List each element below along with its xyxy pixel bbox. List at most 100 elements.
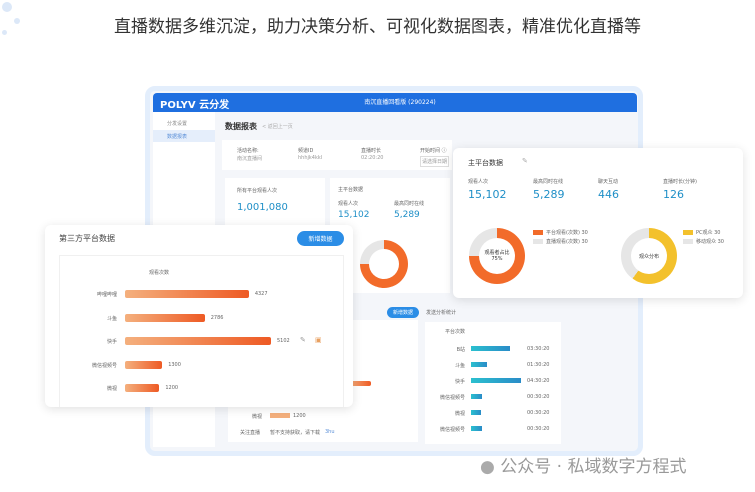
stat-value: 446 [598,188,619,201]
time-chart-card: 平台次数 B站 03:30:20 斗鱼 01:30:20 快手 04:30:20 微信视频号… [425,322,561,444]
info-label: 活动名称: [237,148,259,154]
time-bar [471,394,482,399]
row-value: 00:30:20 [527,426,550,432]
third-party-card: 第三方平台数据 新增数据 观看次数 哔哩哔哩 4327 斗鱼 2786 快手 5102 微信… [45,225,353,407]
row-value: 1200 [293,413,306,419]
top-bar [153,93,637,112]
total-card [225,178,325,228]
row-value: 03:30:20 [527,346,550,352]
row-value: 04:30:20 [527,378,550,384]
viewer-ratio-donut: 观看者占比 75% [469,228,525,284]
legend-item: PC观众 30 [683,229,720,236]
headline: 直播数据多维沉淀，助力决策分析、可视化数据图表，精准优化直播等 [114,17,641,37]
wechat-icon: ● [480,457,495,477]
logo: POLYV 云分发 [160,100,230,111]
window-title: 南沉直播回看版 (290224) [364,99,436,106]
platform-bar [125,290,249,298]
info-label: 直播时长 [361,148,382,154]
stat-value: 5,289 [394,210,420,220]
decor-dot [2,2,12,12]
platform-bar [125,313,205,322]
row-value: 00:30:20 [527,394,550,400]
row-label: 快手 [106,339,117,345]
date-picker[interactable]: 请选择日期 [420,156,450,167]
info-label: 频道ID [298,148,314,154]
time-bar [471,426,482,431]
donut-center-label: 观看者占比 [484,250,510,256]
page-title: 数据报表 [225,122,257,131]
row-label: 微视 [106,386,117,392]
info-row [222,140,452,170]
edit-icon[interactable]: ✎ [522,157,528,165]
watermark-text: 公众号 · 私域数字方程式 [500,457,687,477]
row-label: 哔哩哔哩 [96,292,117,298]
legend-label: 直播观看(次数) 30 [546,239,588,245]
stat-value: 126 [663,188,684,201]
row-value: 4327 [254,291,268,297]
info-value: 02:20:20 [361,155,384,161]
row-label: 斗鱼 [106,315,117,322]
chart-title: 观看次数 [149,270,170,276]
row-value: 00:30:20 [527,410,550,416]
note-label: 关注直播 [240,430,261,436]
delete-icon[interactable]: ▣ [315,336,322,344]
donut-center-label: 观众分布 [631,238,667,274]
row-label: 微信视频号 [91,362,117,369]
decor-dot [2,30,7,35]
legend-item: 移动观众 30 [683,238,724,245]
add-data-button[interactable]: 新增数据 [297,231,344,246]
row-value: 5102 [277,338,290,344]
info-value: hhhjk4kkl [298,155,323,161]
legend-item: 直播观看(次数) 30 [533,238,588,245]
row-label: 微信视频号 [439,427,465,433]
platform-bar [125,337,271,345]
info-label: 开始时间 ⓘ [420,148,447,154]
legend-label: 移动观众 30 [696,239,724,245]
row-value: 1200 [165,385,179,391]
legend-label: 平台观看(次数) 30 [546,230,588,236]
stat-label: 聊天互动 [598,179,619,185]
note-text: 暂不支持获取，请下载 [270,430,321,436]
row-value: 2786 [210,314,224,321]
time-chart-title: 平台次数 [445,329,466,335]
row-label: 快手 [454,379,465,385]
total-label: 所有平台观看人次 [237,188,278,194]
stat-label: 最高同时在线 [394,201,425,207]
main-platform-card: 主平台数据 ✎ 观看人次 15,102 最高同时在线 5,289 聊天互动 446 直播时长… [453,148,743,298]
stat-label: 直播时长(分钟) [663,179,697,185]
main-mini-title: 主平台数据 [338,187,364,193]
platform-bar [125,360,163,369]
stat-label: 观看人次 [468,179,489,185]
row-label: 微视 [454,411,465,417]
sidebar-item-reports[interactable]: 数据报表 [153,130,215,142]
back-link[interactable]: < 返回上一页 [262,124,293,130]
row-value: 1300 [168,361,181,368]
time-bar [471,362,487,367]
stat-value: 5,289 [533,188,565,201]
stat-label: 最高同时在线 [533,179,564,185]
total-value: 1,001,080 [237,202,288,213]
stat-label: 观看人次 [338,201,359,207]
time-bar [471,410,481,415]
tab-analysis[interactable]: 发送分析统计 [426,310,457,316]
legend-label: PC观众 30 [696,230,721,236]
row-label: B站 [456,347,465,353]
bg-bar [349,381,371,386]
tab-add-data[interactable]: 新增数据 [387,307,419,318]
audience-donut: 观众分布 [621,228,677,284]
donut-center-pct: 75% [491,256,503,262]
legend-item: 平台观看(次数) 30 [533,229,588,236]
edit-icon[interactable]: ✎ [300,336,306,344]
time-bar [471,378,521,383]
row-label: 微视 [252,414,263,420]
main-platform-title: 主平台数据 [468,159,503,167]
third-party-title: 第三方平台数据 [59,234,115,243]
row-value: 01:30:20 [527,362,550,368]
stat-value: 15,102 [338,210,370,220]
row-label: 微信视频号 [439,395,465,401]
info-value: 南沉直播间 [237,156,263,162]
bg-bar [270,413,290,418]
note-link[interactable]: 3hu [325,429,335,435]
platform-bar [125,384,160,392]
sidebar-item-distribution[interactable]: 分发设置 [167,121,188,127]
